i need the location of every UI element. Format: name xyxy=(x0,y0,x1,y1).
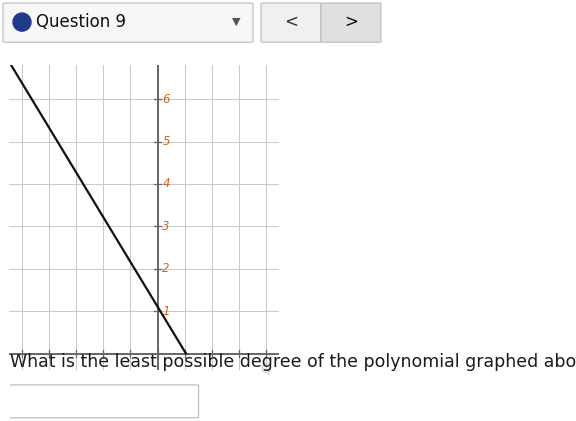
FancyBboxPatch shape xyxy=(3,3,253,42)
Text: 6: 6 xyxy=(162,93,170,106)
Text: >: > xyxy=(344,13,358,31)
FancyBboxPatch shape xyxy=(6,385,199,418)
FancyBboxPatch shape xyxy=(321,3,381,42)
Text: 3: 3 xyxy=(162,220,170,233)
FancyBboxPatch shape xyxy=(261,3,321,42)
Text: 2: 2 xyxy=(162,262,170,275)
Text: 1: 1 xyxy=(162,305,170,317)
Text: Question 9: Question 9 xyxy=(36,13,126,31)
Text: ▼: ▼ xyxy=(232,17,240,27)
Text: 5: 5 xyxy=(162,135,170,148)
Text: <: < xyxy=(284,13,298,31)
Text: 4: 4 xyxy=(162,178,170,190)
Text: What is the least possible degree of the polynomial graphed above?: What is the least possible degree of the… xyxy=(10,353,576,371)
Text: Q: Q xyxy=(260,361,271,375)
Circle shape xyxy=(13,13,31,31)
